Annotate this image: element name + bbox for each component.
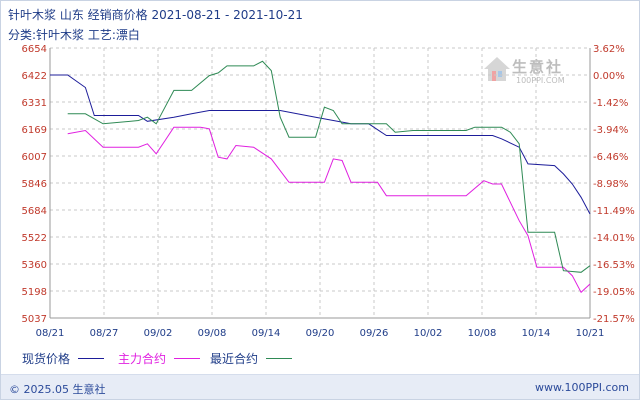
x-axis-labels: 08/21 08/27 09/02 09/08 09/14 09/20 09/26 10/02… — [36, 328, 605, 339]
footer-copyright: © 2025.05 生意社 — [9, 383, 106, 396]
x-tick-label: 09/02 — [144, 328, 173, 339]
series-line-2 — [67, 60, 591, 273]
chart-plot: 6654 6422 6331 6169 6007 5846 5684 5522 5360 5198… — [22, 44, 635, 339]
y-right-tick-label: 3.62% — [593, 44, 625, 55]
y-right-tick-label: -11.49% — [593, 206, 635, 217]
legend-item-spot: 现货价格 — [22, 350, 105, 367]
x-tick-label: 10/08 — [468, 328, 497, 339]
legend-swatch-recent — [266, 358, 293, 359]
x-tick-label: 09/26 — [360, 328, 389, 339]
legend-swatch-spot — [78, 358, 105, 359]
x-tick-label: 09/20 — [306, 328, 335, 339]
legend-label-recent: 最近合约 — [210, 352, 259, 366]
x-tick-label: 09/08 — [198, 328, 227, 339]
legend-label-spot: 现货价格 — [22, 352, 71, 366]
y-left-tick-label: 5037 — [22, 314, 47, 325]
y-right-tick-label: -6.46% — [593, 152, 628, 163]
chart-subtitle: 分类:针叶木浆 工艺:漂白 — [8, 28, 140, 42]
y-axis-left-labels: 6654 6422 6331 6169 6007 5846 5684 5522 5360 5198… — [22, 44, 47, 325]
y-left-tick-label: 6422 — [22, 71, 47, 82]
y-right-tick-label: -16.53% — [593, 260, 635, 271]
y-left-tick-label: 5198 — [22, 287, 47, 298]
watermark-text: 生意社 — [512, 58, 564, 76]
y-right-tick-label: -21.57% — [593, 314, 635, 325]
x-tick-label: 10/14 — [522, 328, 551, 339]
legend-item-recent: 最近合约 — [210, 350, 293, 367]
grid-lines — [49, 47, 591, 319]
legend-item-main: 主力合约 — [118, 350, 201, 367]
y-left-tick-label: 5684 — [22, 206, 47, 217]
y-left-tick-label: 6007 — [22, 152, 47, 163]
y-right-tick-label: -1.42% — [593, 98, 628, 109]
y-left-tick-label: 5522 — [22, 233, 47, 244]
x-tick-label: 09/14 — [252, 328, 281, 339]
watermark-url: 100PPI.COM — [516, 76, 565, 85]
y-right-tick-label: -3.94% — [593, 125, 628, 136]
y-left-tick-label: 6654 — [22, 44, 47, 55]
y-left-tick-label: 5360 — [22, 260, 47, 271]
legend-label-main: 主力合约 — [118, 352, 167, 366]
series-lines — [50, 60, 591, 294]
footer-bar: © 2025.05 生意社 www.100PPI.com — [1, 374, 639, 399]
footer-link[interactable]: www.100PPI.com — [535, 381, 629, 394]
chart-title: 针叶木浆 山东 经销商价格 2021-08-21 - 2021-10-21 — [8, 8, 303, 22]
series-line-1 — [67, 126, 591, 294]
series-line-0 — [50, 74, 591, 215]
y-right-tick-label: -8.98% — [593, 179, 628, 190]
y-axis-right-labels: 3.62% 0.00% -1.42% -3.94% -6.46% -8.98% -11.49… — [593, 44, 635, 325]
legend-swatch-main — [174, 358, 201, 359]
x-tick-label: 08/21 — [36, 328, 65, 339]
y-left-tick-label: 5846 — [22, 179, 47, 190]
x-tick-label: 10/02 — [414, 328, 443, 339]
y-left-tick-label: 6169 — [22, 125, 47, 136]
y-left-tick-label: 6331 — [22, 98, 47, 109]
y-right-tick-label: 0.00% — [593, 71, 625, 82]
x-tick-label: 10/21 — [576, 328, 605, 339]
y-right-tick-label: -19.05% — [593, 287, 635, 298]
y-right-tick-label: -14.01% — [593, 233, 635, 244]
x-tick-label: 08/27 — [90, 328, 119, 339]
